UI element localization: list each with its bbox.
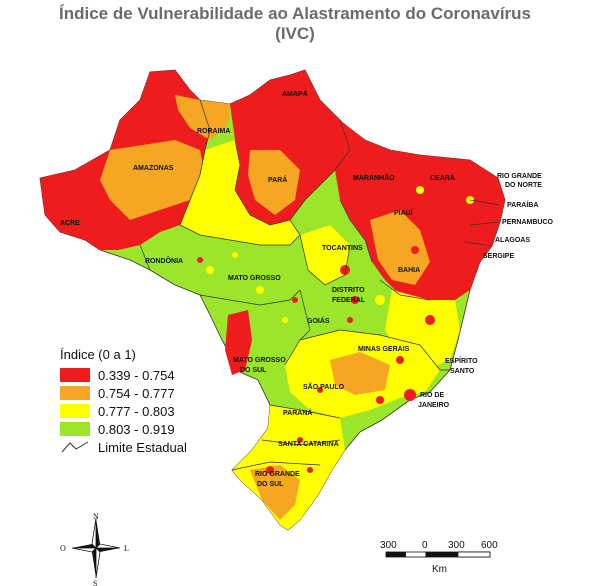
compass-e: L <box>124 544 129 553</box>
label-rn-1: RIO GRANDE <box>497 173 542 180</box>
scale-tick: 600 <box>481 540 498 551</box>
label-ms-1: MATO GROSSO <box>233 357 286 364</box>
legend-item: 0.803 - 0.919 <box>60 420 187 438</box>
compass-rose-icon: N S O L <box>60 512 129 586</box>
legend-item: 0.777 - 0.803 <box>60 402 187 420</box>
region-south-yellow <box>232 405 345 530</box>
label-es-2: SANTO <box>450 368 475 375</box>
legend-item: Limite Estadual <box>60 438 187 456</box>
label-parana: PARANÁ <box>283 408 312 417</box>
legend-swatch-red <box>60 368 90 382</box>
label-maranhao: MARANHÃO <box>353 173 395 182</box>
label-tocantins: TOCANTINS <box>322 245 363 252</box>
label-sao-paulo: SÃO PAULO <box>303 382 345 391</box>
legend-swatch-yellow <box>60 404 90 418</box>
label-mato-grosso: MATO GROSSO <box>228 275 281 282</box>
state-labels: RORAIMA AMAPÁ AMAZONAS PARÁ MARANHÃO CEA… <box>60 89 554 488</box>
label-df-1: DISTRITO <box>332 287 365 294</box>
compass-n: N <box>93 512 99 521</box>
compass-w: O <box>60 544 66 553</box>
label-para: PARÁ <box>268 175 287 184</box>
label-rs-2: DO SUL <box>257 481 284 488</box>
label-amazonas: AMAZONAS <box>133 165 174 172</box>
legend-label: 0.777 - 0.803 <box>98 403 175 419</box>
label-roraima: RORAIMA <box>197 128 230 135</box>
legend-label: 0.339 - 0.754 <box>98 367 175 383</box>
legend-label: 0.754 - 0.777 <box>98 385 175 401</box>
region-south-orange <box>250 465 300 520</box>
label-rs-1: RIO GRANDE <box>255 471 300 478</box>
label-goias: GOIÁS <box>307 316 330 325</box>
region-roraima-orange <box>175 95 230 140</box>
label-minas-gerais: MINAS GERAIS <box>358 346 410 353</box>
region-para-orange <box>248 150 300 215</box>
label-ceara: CEARÁ <box>430 173 455 182</box>
label-rn-2: DO NORTE <box>505 182 542 189</box>
scale-unit: Km <box>432 564 447 575</box>
label-piaui: PIAUÍ <box>394 208 414 217</box>
legend-item: 0.339 - 0.754 <box>60 366 187 384</box>
label-paraiba: PARAÍBA <box>507 200 538 209</box>
red-municipality-spots <box>197 246 450 474</box>
region-central-yellow <box>180 140 300 245</box>
legend: Índice (0 a 1) 0.339 - 0.754 0.754 - 0.7… <box>60 347 187 456</box>
label-pernambuco: PERNAMBUCO <box>502 219 554 226</box>
legend-swatch-green <box>60 422 90 436</box>
yellow-municipality-spots <box>206 186 474 323</box>
label-es-1: ESPÍRITO <box>445 356 478 365</box>
state-boundaries <box>139 99 501 471</box>
boundary-line-icon <box>61 441 89 453</box>
legend-title: Índice (0 a 1) <box>60 347 136 362</box>
label-rondonia: RONDÔNIA <box>145 256 183 265</box>
scale-tick: 300 <box>380 540 397 551</box>
legend-item: 0.754 - 0.777 <box>60 384 187 402</box>
map-title: Índice de Vulnerabilidade ao Alastrament… <box>58 4 531 23</box>
label-df-2: FEDERAL <box>332 297 366 304</box>
scale-tick: 0 <box>422 540 428 551</box>
region-tocantins-yellow <box>300 225 350 285</box>
legend-boundary-label: Limite Estadual <box>98 439 187 455</box>
label-rj-2: JANEIRO <box>418 402 450 409</box>
region-amazonas-orange <box>100 140 205 220</box>
label-sergipe: SERGIPE <box>483 253 514 260</box>
label-santa-catarina: SANTA CATARINA <box>278 441 339 448</box>
label-rj-1: RIO DE <box>420 392 444 399</box>
label-ms-2: DO SUL <box>240 367 267 374</box>
label-amapa: AMAPÁ <box>282 89 308 98</box>
region-southeast-orange <box>330 352 390 395</box>
region-ms-red <box>225 310 252 375</box>
region-ne-orange <box>370 210 430 285</box>
scale-bar: 300 0 300 600 Km <box>380 540 498 575</box>
legend-swatch-orange <box>60 386 90 400</box>
compass-s: S <box>93 579 97 586</box>
label-bahia: BAHIA <box>398 267 420 274</box>
label-alagoas: ALAGOAS <box>495 237 530 244</box>
legend-label: 0.803 - 0.919 <box>98 421 175 437</box>
label-acre: ACRE <box>60 220 80 227</box>
map-title-abbreviation: (IVC) <box>275 24 315 43</box>
scale-tick: 300 <box>448 540 465 551</box>
